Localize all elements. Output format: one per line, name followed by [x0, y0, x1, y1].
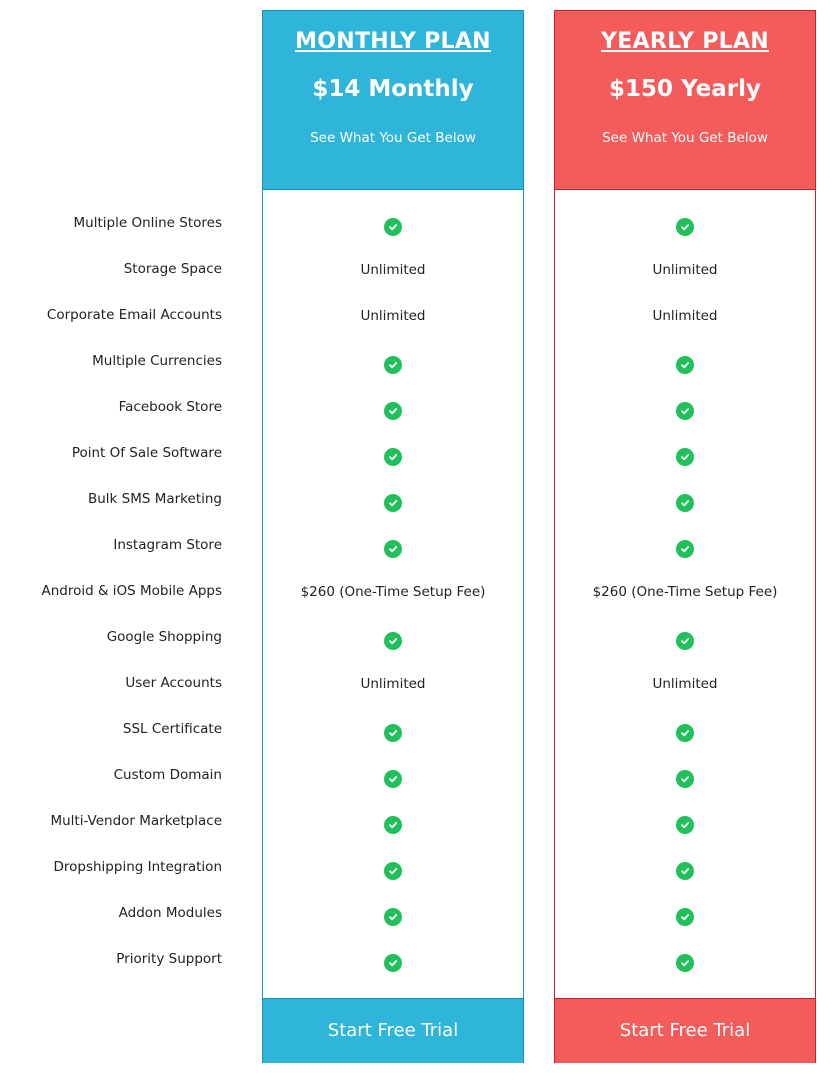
feature-value	[555, 707, 815, 753]
plan-price: $14 Monthly	[312, 76, 474, 102]
feature-value	[263, 201, 523, 247]
feature-label: Facebook Store	[118, 399, 222, 415]
feature-value	[263, 523, 523, 569]
feature-label: Bulk SMS Marketing	[87, 491, 222, 507]
feature-value: Unlimited	[360, 676, 426, 692]
plan-subtitle: See What You Get Below	[310, 130, 476, 146]
check-circle-icon	[384, 954, 402, 972]
plan-title: YEARLY PLAN	[601, 29, 769, 54]
check-circle-icon	[676, 218, 694, 236]
feature-value	[263, 615, 523, 661]
feature-value	[263, 707, 523, 753]
feature-value	[555, 201, 815, 247]
feature-value	[555, 891, 815, 937]
feature-value: Unlimited	[360, 308, 426, 324]
feature-value: $260 (One-Time Setup Fee)	[592, 584, 778, 600]
feature-label: Corporate Email Accounts	[46, 307, 222, 323]
feature-value: Unlimited	[652, 676, 718, 692]
check-circle-icon	[676, 494, 694, 512]
check-circle-icon	[384, 540, 402, 558]
feature-label: Dropshipping Integration	[53, 859, 222, 875]
feature-label: Storage Space	[123, 261, 222, 277]
feature-label: SSL Certificate	[122, 721, 222, 737]
check-circle-icon	[384, 632, 402, 650]
plan-header: YEARLY PLAN $150 Yearly See What You Get…	[555, 11, 815, 190]
feature-value	[263, 431, 523, 477]
check-circle-icon	[384, 402, 402, 420]
feature-label: Custom Domain	[113, 767, 222, 783]
check-circle-icon	[676, 862, 694, 880]
check-circle-icon	[384, 816, 402, 834]
feature-value	[555, 477, 815, 523]
plan-features: Unlimited Unlimited $260 (One-Time Setup F…	[263, 190, 523, 998]
plan-title: MONTHLY PLAN	[295, 29, 491, 54]
check-circle-icon	[676, 632, 694, 650]
yearly-plan-card: YEARLY PLAN $150 Yearly See What You Get…	[554, 10, 816, 1063]
feature-value	[263, 477, 523, 523]
check-circle-icon	[676, 816, 694, 834]
feature-value	[555, 845, 815, 891]
feature-value	[555, 385, 815, 431]
feature-label: Multi-Vendor Marketplace	[50, 813, 222, 829]
feature-value	[263, 891, 523, 937]
feature-label: Point Of Sale Software	[71, 445, 222, 461]
feature-label: User Accounts	[125, 675, 222, 691]
check-circle-icon	[384, 356, 402, 374]
feature-value	[263, 937, 523, 983]
feature-label: Addon Modules	[118, 905, 222, 921]
start-free-trial-button[interactable]: Start Free Trial	[263, 998, 523, 1063]
check-circle-icon	[384, 724, 402, 742]
check-circle-icon	[676, 356, 694, 374]
feature-value: $260 (One-Time Setup Fee)	[300, 584, 486, 600]
feature-value	[555, 799, 815, 845]
plan-header: MONTHLY PLAN $14 Monthly See What You Ge…	[263, 11, 523, 190]
check-circle-icon	[384, 770, 402, 788]
feature-value: Unlimited	[652, 308, 718, 324]
feature-value	[555, 753, 815, 799]
check-circle-icon	[384, 448, 402, 466]
feature-value: Unlimited	[652, 262, 718, 278]
feature-label: Android & iOS Mobile Apps	[41, 583, 222, 599]
check-circle-icon	[676, 908, 694, 926]
feature-value	[555, 523, 815, 569]
feature-value	[263, 385, 523, 431]
check-circle-icon	[676, 448, 694, 466]
check-circle-icon	[676, 724, 694, 742]
feature-value	[555, 937, 815, 983]
feature-label: Multiple Online Stores	[73, 215, 222, 231]
check-circle-icon	[676, 402, 694, 420]
feature-value	[263, 799, 523, 845]
check-circle-icon	[384, 862, 402, 880]
check-circle-icon	[676, 770, 694, 788]
feature-value	[263, 845, 523, 891]
check-circle-icon	[384, 218, 402, 236]
feature-label: Multiple Currencies	[92, 353, 222, 369]
feature-value	[263, 339, 523, 385]
feature-labels: Multiple Online Stores Storage Space Corpo…	[0, 200, 222, 982]
feature-value	[263, 753, 523, 799]
feature-label: Priority Support	[116, 951, 222, 967]
check-circle-icon	[676, 540, 694, 558]
check-circle-icon	[676, 954, 694, 972]
plan-price: $150 Yearly	[609, 76, 761, 102]
check-circle-icon	[384, 908, 402, 926]
feature-label: Instagram Store	[113, 537, 222, 553]
start-free-trial-button[interactable]: Start Free Trial	[555, 998, 815, 1063]
check-circle-icon	[384, 494, 402, 512]
plan-features: Unlimited Unlimited $260 (One-Time Setup F…	[555, 190, 815, 998]
feature-value	[555, 615, 815, 661]
feature-value: Unlimited	[360, 262, 426, 278]
monthly-plan-card: MONTHLY PLAN $14 Monthly See What You Ge…	[262, 10, 524, 1063]
feature-value	[555, 431, 815, 477]
feature-label: Google Shopping	[106, 629, 222, 645]
plan-subtitle: See What You Get Below	[602, 130, 768, 146]
feature-value	[555, 339, 815, 385]
